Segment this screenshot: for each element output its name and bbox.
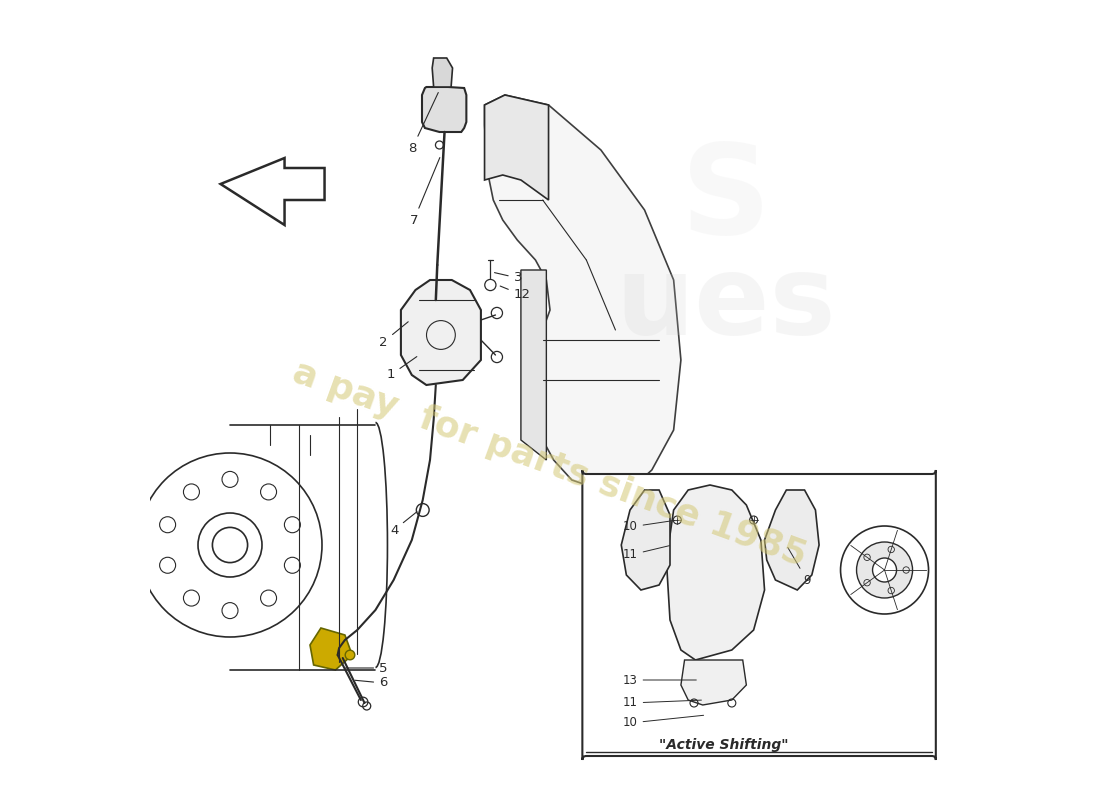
Text: "Active Shifting": "Active Shifting" [659, 738, 789, 752]
Polygon shape [422, 87, 466, 132]
FancyBboxPatch shape [582, 470, 936, 760]
Circle shape [160, 517, 176, 533]
Circle shape [212, 527, 248, 562]
Polygon shape [220, 158, 324, 225]
Text: 11: 11 [623, 546, 670, 562]
Text: 12: 12 [500, 286, 530, 302]
Polygon shape [484, 95, 549, 200]
Circle shape [840, 526, 928, 614]
Circle shape [872, 558, 896, 582]
Circle shape [261, 590, 276, 606]
Text: 10: 10 [623, 715, 704, 730]
Circle shape [184, 484, 199, 500]
Polygon shape [521, 270, 547, 460]
Circle shape [184, 590, 199, 606]
Text: 9: 9 [788, 547, 811, 586]
Text: 5: 5 [345, 662, 387, 674]
Text: 10: 10 [623, 521, 674, 534]
Circle shape [138, 453, 322, 637]
Text: S: S [681, 139, 771, 261]
Polygon shape [432, 58, 452, 87]
Text: 11: 11 [623, 697, 702, 710]
Polygon shape [400, 280, 481, 385]
Circle shape [345, 650, 355, 660]
Polygon shape [484, 95, 681, 490]
Circle shape [285, 517, 300, 533]
Circle shape [160, 558, 176, 574]
Polygon shape [310, 628, 352, 670]
Circle shape [857, 542, 913, 598]
Text: 8: 8 [408, 93, 438, 154]
Text: 13: 13 [623, 674, 696, 686]
Text: 4: 4 [390, 512, 417, 537]
Circle shape [261, 484, 276, 500]
Polygon shape [764, 490, 820, 590]
Text: 6: 6 [355, 677, 387, 690]
Text: a pay  for parts since 1985: a pay for parts since 1985 [288, 355, 812, 573]
Circle shape [198, 513, 262, 577]
Text: 1: 1 [386, 357, 417, 382]
Text: 3: 3 [495, 271, 522, 285]
Polygon shape [681, 660, 747, 705]
Polygon shape [667, 485, 764, 660]
Text: ues: ues [616, 250, 836, 358]
Circle shape [222, 602, 238, 618]
Circle shape [222, 471, 238, 487]
Polygon shape [621, 490, 670, 590]
Text: 2: 2 [379, 322, 408, 349]
Circle shape [285, 558, 300, 574]
Text: 7: 7 [409, 158, 440, 226]
